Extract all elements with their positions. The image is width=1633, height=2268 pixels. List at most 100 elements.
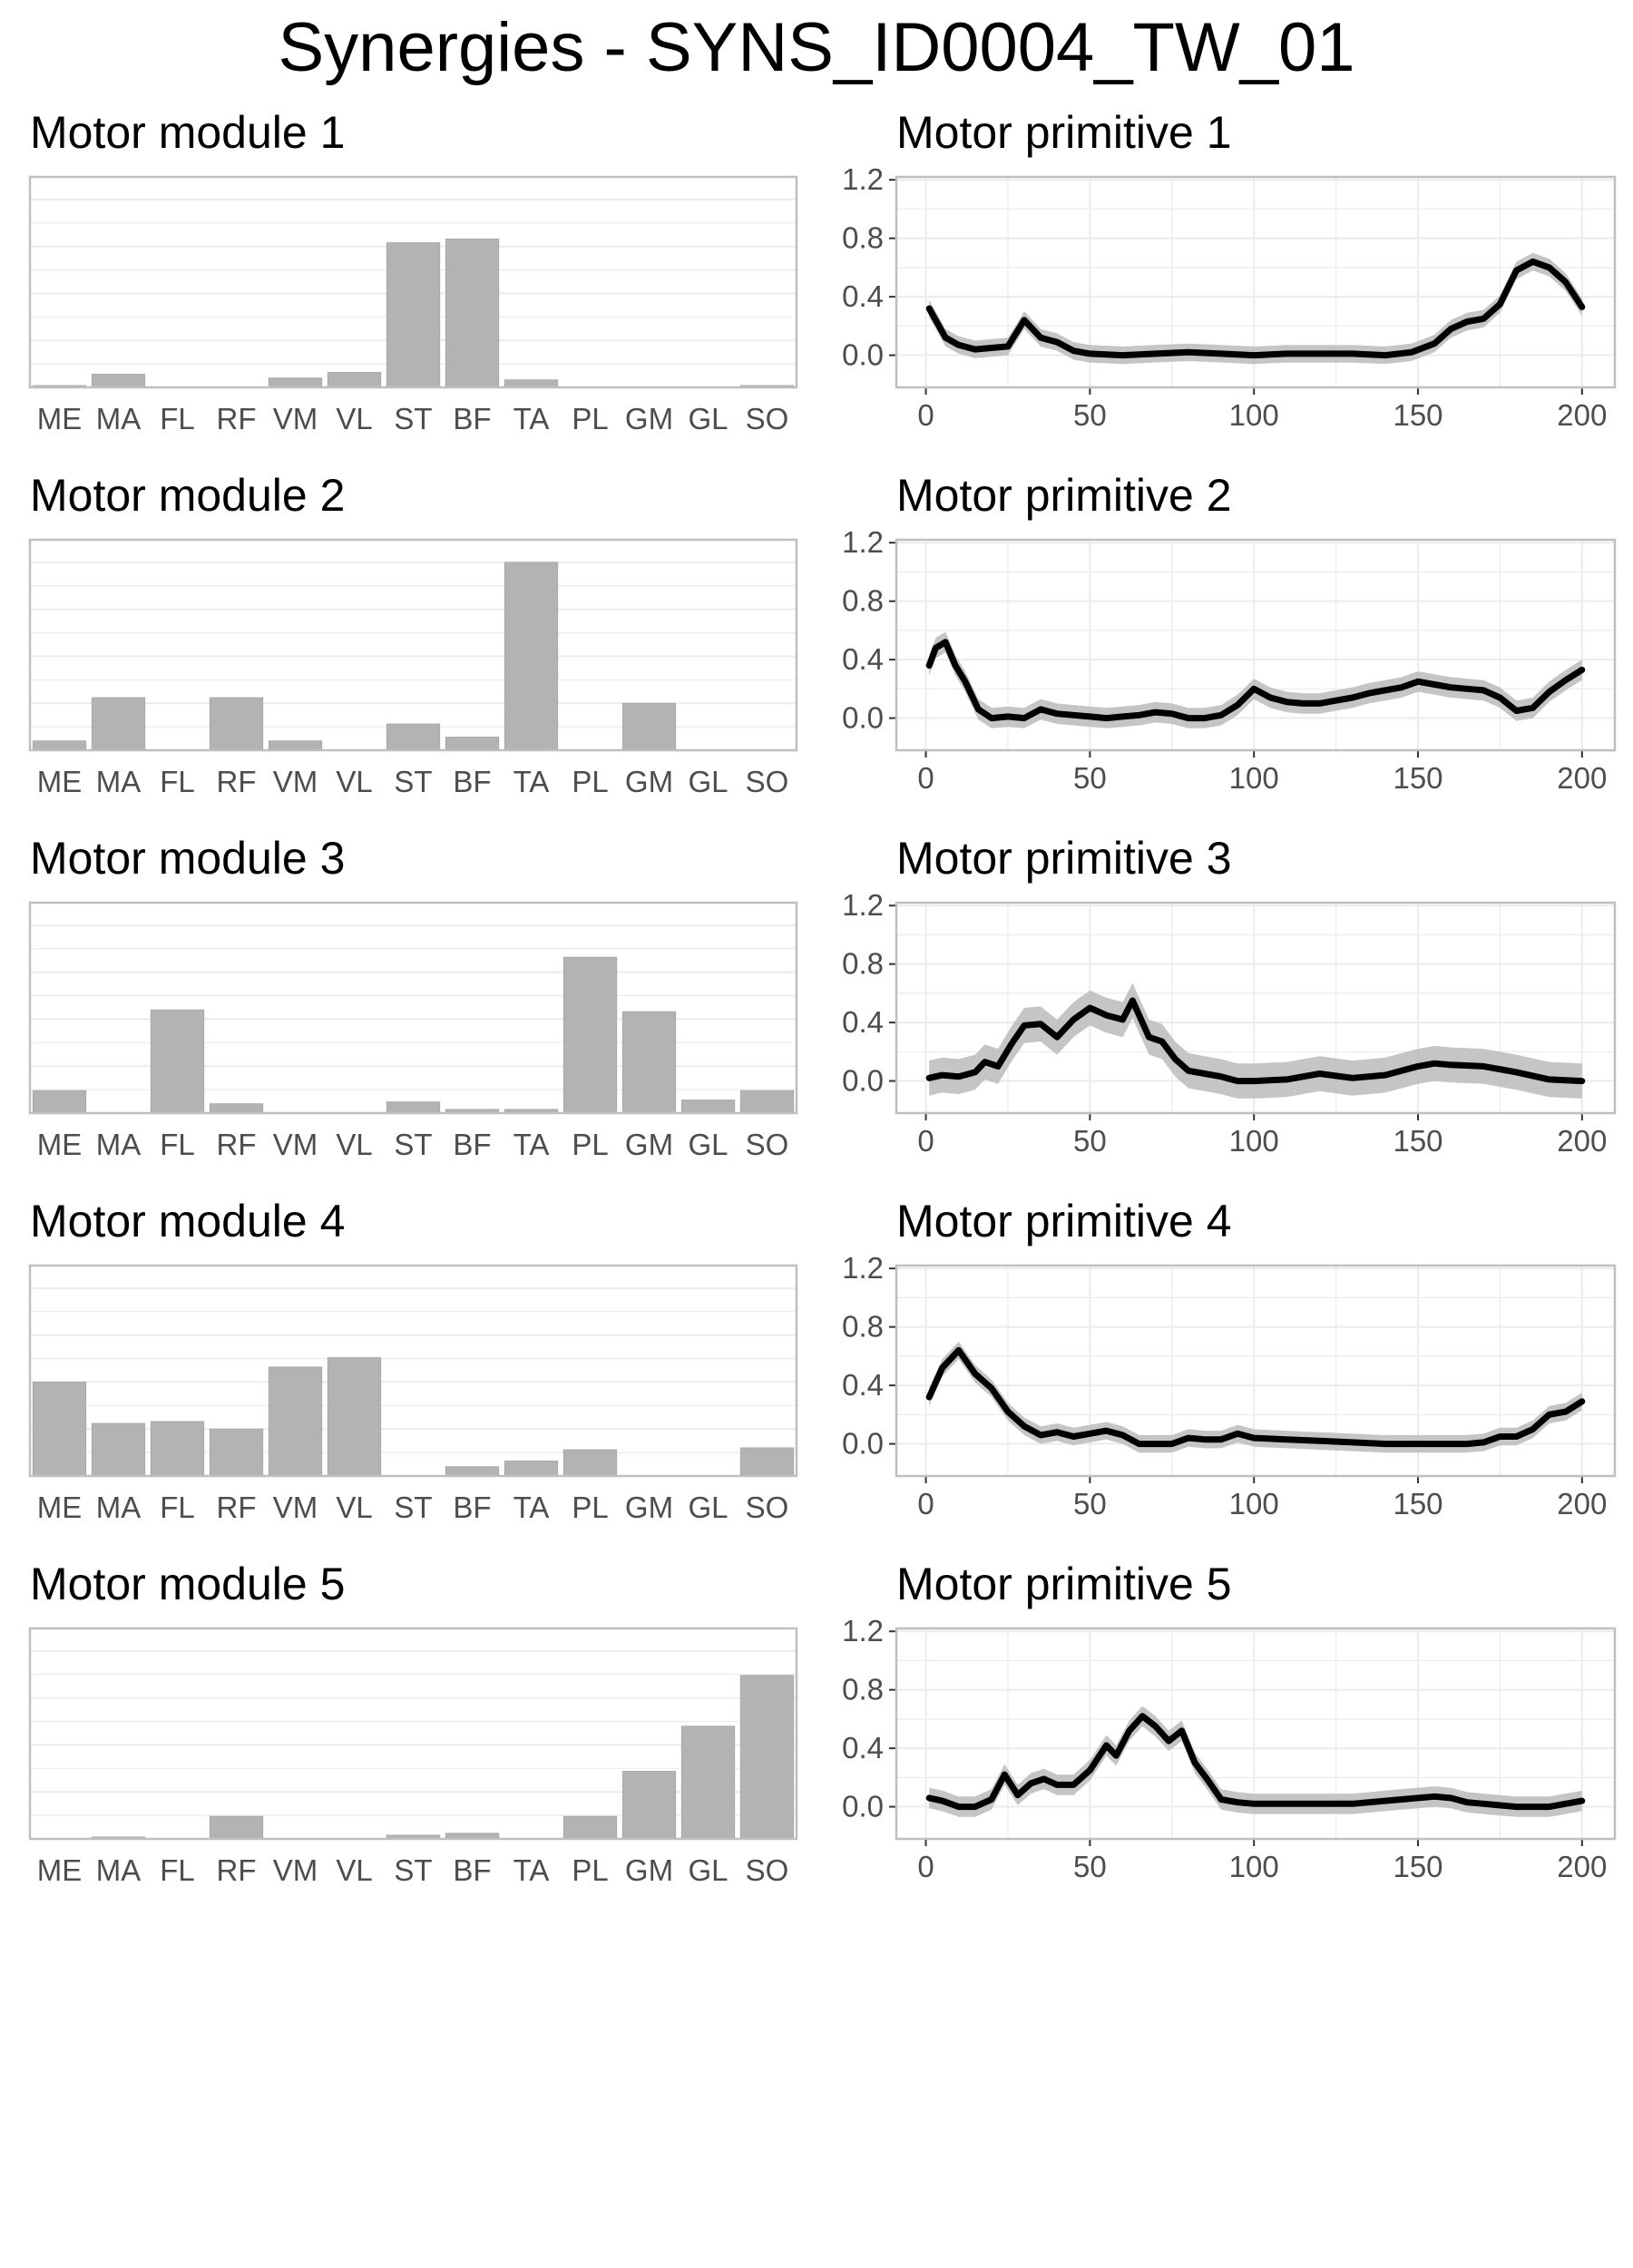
y-tick-label: 0.4 [842, 642, 884, 676]
y-tick-label: 0.8 [842, 584, 884, 618]
x-tick-label: SO [746, 1491, 789, 1524]
x-tick-label: 150 [1393, 761, 1442, 795]
bar [445, 1466, 500, 1477]
panel-border [895, 1264, 1617, 1478]
x-tick-label: PL [572, 765, 608, 798]
y-tick-label: 0.0 [842, 1064, 884, 1098]
x-tick-label: VL [336, 1128, 372, 1161]
x-tick-label: 200 [1557, 1487, 1607, 1520]
x-tick-label: VM [273, 1491, 318, 1524]
series-line [925, 1346, 1586, 1448]
x-tick-label: ME [37, 1853, 83, 1887]
motor-primitive-3: Motor primitive 3 0 50 100 150 200 0.0 0.4 0.8 1.… [842, 833, 1617, 1158]
x-tick-label: GL [688, 1853, 728, 1887]
x-tick-label: MA [96, 1853, 142, 1887]
bar [91, 697, 146, 751]
motor-module-3: Motor module 3 ME MA FL RF VM VL ST BF TA PL GM GL SO [28, 833, 798, 1161]
x-tick-label: ME [37, 765, 83, 798]
y-tick-label: 1.2 [842, 525, 884, 559]
bar [562, 956, 618, 1114]
bar [562, 1449, 618, 1477]
x-tick-label: 50 [1073, 1124, 1107, 1158]
y-tick-label: 0.8 [842, 947, 884, 981]
y-tick-label: 0.4 [842, 1731, 884, 1765]
panels: Motor module 1 ME MA FL RF VM VL ST BF TA PL GM GL SO… [28, 107, 1617, 1887]
bar [150, 1009, 205, 1114]
x-tick-label: FL [160, 1491, 195, 1524]
bar [327, 372, 382, 388]
motor-module-2: Motor module 2 ME MA FL RF VM VL ST BF TA PL GM GL SO [28, 470, 798, 798]
x-tick-label: SO [746, 402, 789, 435]
panel-border [28, 538, 798, 752]
y-tick-label: 0.0 [842, 338, 884, 372]
bar [562, 1815, 618, 1840]
x-tick-label: GM [625, 1128, 673, 1161]
bar [32, 1382, 87, 1477]
series-line [925, 997, 1586, 1085]
x-tick-label: ST [394, 1853, 432, 1887]
panel-border [895, 175, 1617, 389]
panel-background [30, 903, 797, 1113]
x-tick-label: 100 [1229, 398, 1279, 432]
x-tick-label: 150 [1393, 1850, 1442, 1883]
y-tick-label: 0.0 [842, 701, 884, 735]
series-line [925, 258, 1586, 359]
panel-title: Motor module 4 [30, 1196, 345, 1246]
motor-primitive-1: Motor primitive 1 0 50 100 150 200 0.0 0.4 0.8 1.… [842, 107, 1617, 432]
x-tick-label: 0 [917, 761, 934, 795]
x-tick-label: ST [394, 402, 432, 435]
panel-border [895, 538, 1617, 752]
y-tick-label: 0.8 [842, 221, 884, 255]
bar [621, 1011, 677, 1114]
x-tick-label: PL [572, 1128, 608, 1161]
x-tick-label: GM [625, 1491, 673, 1524]
panel-border [28, 175, 798, 389]
panel-title: Motor module 5 [30, 1559, 345, 1609]
x-tick-label: GM [625, 402, 673, 435]
x-tick-label: 0 [917, 1850, 934, 1883]
bar [445, 238, 500, 388]
bar [32, 740, 87, 751]
x-tick-label: VM [273, 1128, 318, 1161]
x-tick-label: PL [572, 402, 608, 435]
x-tick-label: 100 [1229, 1487, 1279, 1520]
x-tick-label: BF [453, 765, 491, 798]
x-tick-label: 150 [1393, 1487, 1442, 1520]
bar [386, 242, 441, 388]
x-tick-label: BF [453, 1853, 491, 1887]
x-tick-label: VM [273, 402, 318, 435]
bar [739, 1090, 795, 1114]
x-tick-label: GL [688, 1128, 728, 1161]
bar [209, 1428, 264, 1477]
x-tick-label: FL [160, 402, 195, 435]
y-tick-label: 1.2 [842, 162, 884, 196]
series-line [925, 1713, 1586, 1811]
motor-primitive-5: Motor primitive 5 0 50 100 150 200 0.0 0.4 0.8 1.… [842, 1559, 1617, 1883]
x-tick-label: FL [160, 1128, 195, 1161]
panel-border [28, 901, 798, 1115]
x-tick-label: ME [37, 1491, 83, 1524]
x-tick-label: BF [453, 1128, 491, 1161]
x-tick-label: PL [572, 1853, 608, 1887]
bar [268, 740, 323, 751]
panel-border [895, 901, 1617, 1115]
panel-border [895, 1627, 1617, 1841]
bar [268, 1366, 323, 1477]
x-tick-label: TA [513, 402, 550, 435]
bar [327, 1357, 382, 1477]
bar [150, 1421, 205, 1477]
motor-module-4: Motor module 4 ME MA FL RF VM VL ST BF TA PL GM GL SO [28, 1196, 798, 1524]
x-tick-label: GM [625, 1853, 673, 1887]
x-tick-label: 200 [1557, 1124, 1607, 1158]
panel-title: Motor primitive 4 [896, 1196, 1232, 1246]
x-tick-label: 200 [1557, 761, 1607, 795]
x-tick-label: 100 [1229, 761, 1279, 795]
series-ribbon [929, 1706, 1582, 1817]
x-tick-label: 0 [917, 1487, 934, 1520]
x-tick-label: 100 [1229, 1850, 1279, 1883]
bar [739, 1447, 795, 1477]
x-tick-label: 150 [1393, 398, 1442, 432]
y-tick-label: 0.4 [842, 279, 884, 313]
bar [504, 562, 559, 751]
